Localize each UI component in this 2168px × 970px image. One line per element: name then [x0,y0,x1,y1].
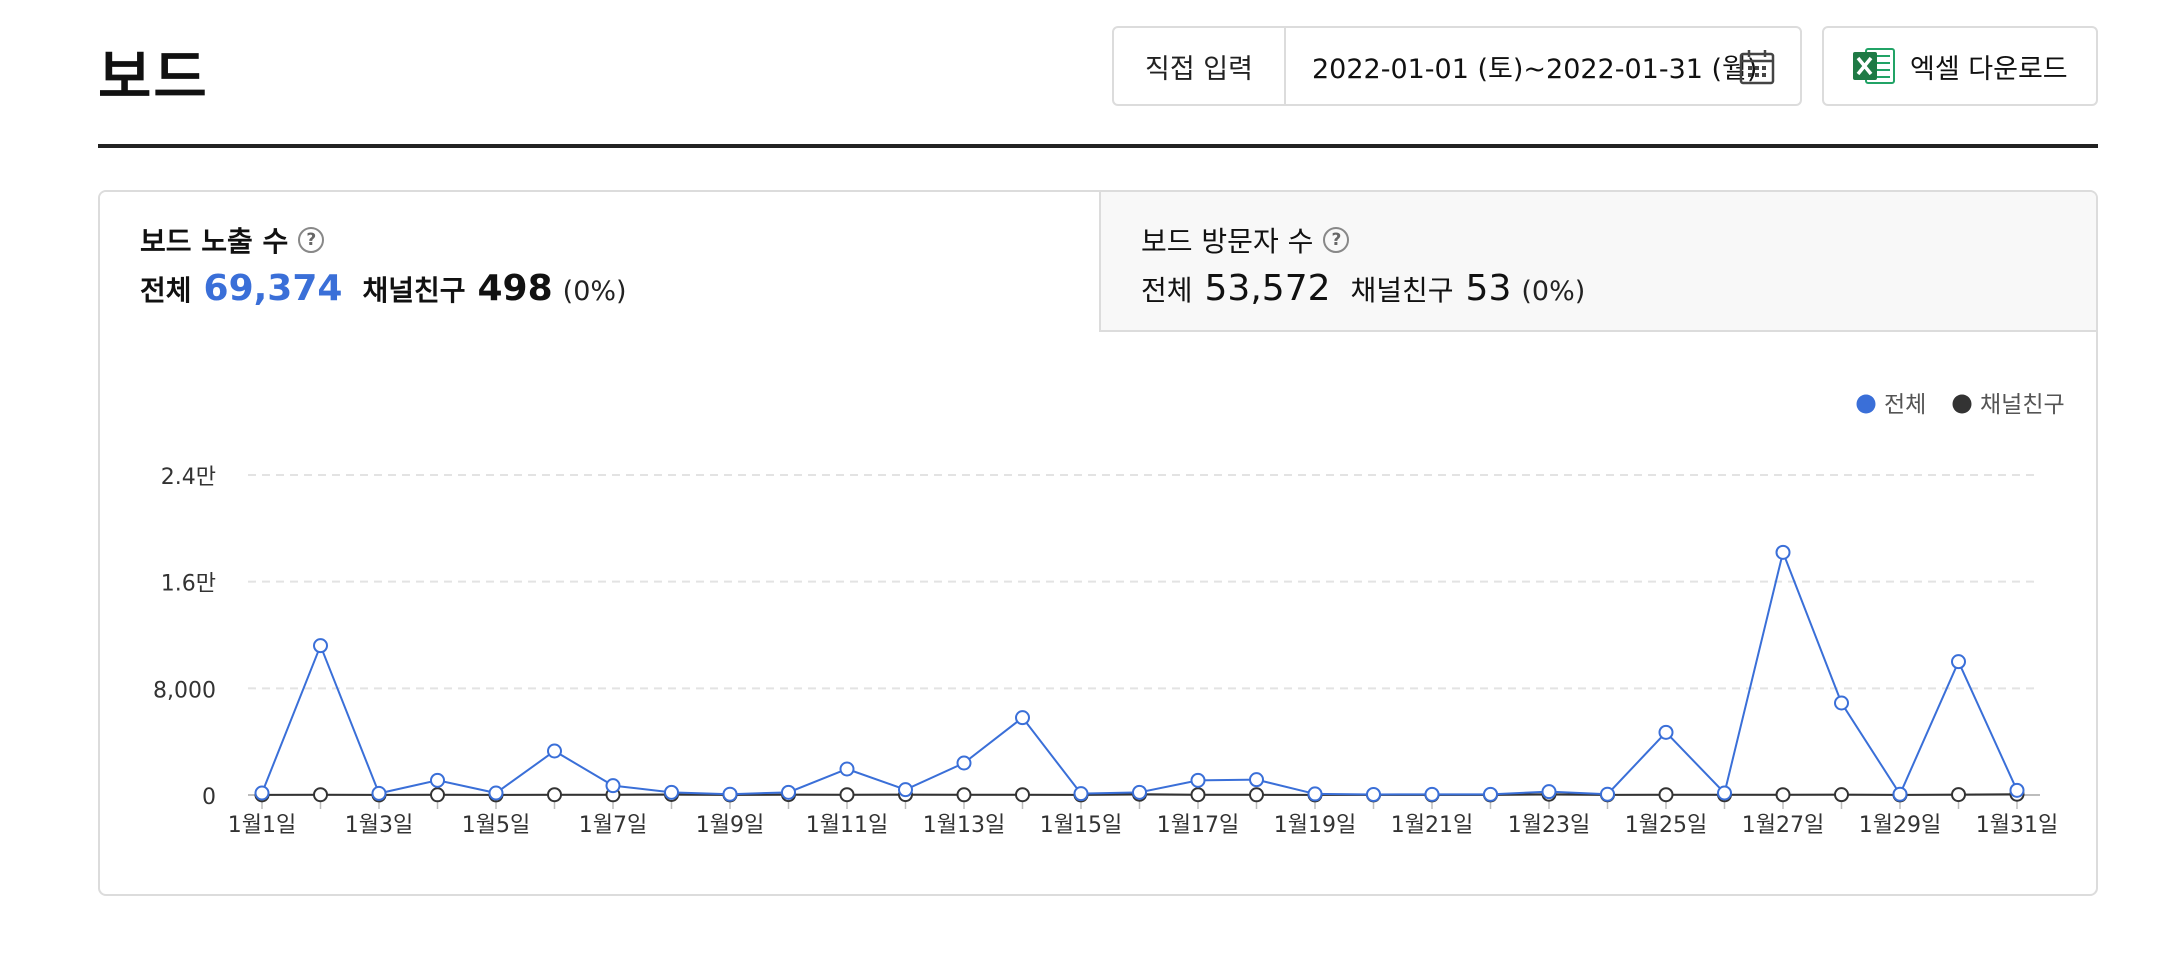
legend-label-friends: 채널친구 [1980,392,2065,418]
x-tick-label: 1월27일 [1742,813,1824,838]
data-point-total [254,785,270,801]
calendar-icon[interactable] [1738,48,1776,86]
data-point-friends [956,787,972,803]
legend-marker-friends [1952,394,1972,414]
data-point-friends [1190,787,1206,803]
data-point-total [1015,710,1030,726]
x-tick-label: 1월17일 [1157,813,1239,838]
date-range-picker[interactable]: 직접 입력 2022-01-01 (토)~2022-01-31 (월) [1112,26,1802,106]
data-point-total [1073,786,1089,802]
data-point-total [1483,786,1498,802]
data-point-total [1658,724,1674,740]
page-title: 보드 [98,43,209,111]
x-tick-label: 1월9일 [696,813,764,838]
y-tick-label: 1.6만 [161,572,216,597]
excel-icon [1853,48,1895,84]
x-tick-label: 1월29일 [1859,813,1941,838]
data-point-total [1951,654,1966,670]
data-point-total [898,782,913,798]
friends-percent: (0%) [562,276,627,307]
excel-download-label: 엑셀 다운로드 [1910,53,2068,85]
x-tick-label: 1월21일 [1391,813,1473,838]
tab-board-impressions[interactable]: 보드 노출 수 ? 전체 69,374 채널친구 498 (0%) [100,192,1099,332]
friends-value: 53 [1465,268,1512,309]
x-tick-label: 1월19일 [1274,813,1356,838]
data-point-total [313,638,328,654]
data-point-friends [1834,787,1849,803]
legend-marker-total [1856,394,1876,414]
x-tick-label: 1월11일 [806,813,888,838]
excel-download-button[interactable]: 엑셀 다운로드 [1822,26,2098,106]
data-point-total [664,784,679,800]
tab-title: 보드 노출 수 [140,225,289,258]
y-tick-label: 0 [202,785,216,810]
total-value: 69,374 [203,268,343,309]
data-point-total [1834,695,1849,711]
friends-label: 채널친구 [362,274,466,307]
data-point-friends [1015,787,1030,803]
data-point-friends [1658,787,1674,803]
data-point-friends [313,787,328,803]
data-point-total [2009,782,2025,798]
data-point-total [722,786,738,802]
series-line-total [261,549,2018,797]
y-tick-label: 8,000 [153,678,216,703]
data-point-friends [430,787,445,803]
x-tick-label: 1월25일 [1625,813,1707,838]
legend-label-total: 전체 [1884,392,1926,418]
data-point-total [1307,786,1323,802]
x-tick-label: 1월15일 [1040,813,1122,838]
date-mode-select[interactable]: 직접 입력 [1114,28,1286,104]
data-point-total [1190,772,1206,788]
data-point-friends [1249,787,1264,803]
tab-title: 보드 방문자 수 [1141,225,1314,258]
x-tick-label: 1월23일 [1508,813,1590,838]
data-point-total [605,778,621,794]
data-point-friends [1951,787,1966,803]
total-label: 전체 [140,274,192,307]
data-point-total [1717,785,1732,801]
data-point-total [488,785,504,801]
help-icon[interactable]: ? [1323,227,1350,253]
y-tick-label: 2.4만 [161,465,216,490]
data-point-total [430,772,445,788]
total-label: 전체 [1141,274,1193,307]
data-point-total [781,784,796,800]
total-value: 53,572 [1204,268,1331,309]
data-point-friends [839,787,855,803]
data-point-total [1600,786,1615,802]
x-tick-label: 1월7일 [579,813,647,838]
x-tick-label: 1월31일 [1976,813,2058,838]
data-point-total [1366,786,1381,802]
friends-value: 498 [477,268,553,309]
friends-percent: (0%) [1521,276,1586,307]
data-point-total [956,755,972,771]
data-point-total [1892,786,1908,802]
friends-label: 채널친구 [1350,274,1454,307]
data-point-friends [1775,787,1791,803]
tab-board-visitors[interactable]: 보드 방문자 수 ? 전체 53,572 채널친구 53 (0%) [1099,192,2096,332]
data-point-total [1132,784,1147,800]
data-point-total [1249,772,1264,788]
data-point-total [839,761,855,777]
date-range-value[interactable]: 2022-01-01 (토)~2022-01-31 (월) [1312,53,1758,85]
help-icon[interactable]: ? [298,227,325,253]
data-point-total [547,743,562,759]
data-point-total [1424,786,1440,802]
x-tick-label: 1월13일 [923,813,1005,838]
data-point-total [371,785,387,801]
title-divider [98,144,2098,148]
data-point-friends [547,787,562,803]
data-point-total [1775,544,1791,560]
x-tick-label: 1월1일 [228,813,296,838]
x-tick-label: 1월5일 [462,813,530,838]
data-point-total [1541,784,1557,800]
x-tick-label: 1월3일 [345,813,413,838]
